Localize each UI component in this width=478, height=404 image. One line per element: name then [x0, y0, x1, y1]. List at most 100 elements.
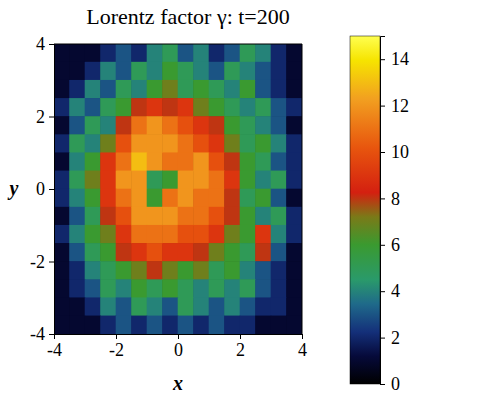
colorbar-tick: 10 [380, 142, 409, 162]
cell [54, 189, 70, 208]
y-axis-title: y [8, 177, 19, 200]
cell [54, 225, 70, 244]
cell [85, 44, 101, 62]
y-axis-line [49, 45, 55, 335]
cell [224, 171, 240, 190]
cell [271, 134, 287, 153]
cell [178, 189, 194, 208]
cell [54, 44, 70, 62]
cell [255, 316, 271, 334]
cell [162, 225, 178, 244]
cell [209, 279, 225, 298]
cell [224, 316, 240, 334]
cell [271, 80, 287, 99]
y-tick-label: 2 [36, 107, 45, 127]
cell [162, 44, 178, 62]
cell [85, 243, 101, 262]
cell [116, 152, 132, 171]
cell [100, 279, 116, 298]
cell [209, 207, 225, 226]
colorbar [350, 36, 380, 384]
colorbar-tick-label: 10 [391, 142, 409, 162]
cell [54, 98, 70, 117]
y-tick-label: 4 [36, 34, 45, 54]
colorbar-tick: 6 [380, 235, 400, 255]
cell [193, 261, 209, 280]
colorbar-tick-mark [380, 198, 385, 199]
cell [209, 316, 225, 334]
cell [100, 189, 116, 208]
cell [54, 279, 70, 298]
cell [85, 98, 101, 117]
cell [224, 189, 240, 208]
cell [240, 134, 256, 153]
cell [69, 243, 85, 262]
cell [286, 243, 302, 262]
cell [54, 116, 70, 135]
cell [54, 171, 70, 190]
y-tick: 0 [36, 179, 54, 199]
cell [286, 261, 302, 280]
cell [271, 116, 287, 135]
cell [209, 225, 225, 244]
cell [100, 80, 116, 99]
cell [116, 98, 132, 117]
cell [162, 152, 178, 171]
cell [255, 134, 271, 153]
cell [147, 261, 163, 280]
cell [224, 62, 240, 81]
cell [193, 80, 209, 99]
cell [147, 316, 163, 334]
cell [240, 225, 256, 244]
cell [162, 261, 178, 280]
cell [193, 171, 209, 190]
x-tick-label: 0 [174, 340, 183, 360]
cell [162, 80, 178, 99]
cell [85, 297, 101, 316]
cell [131, 261, 147, 280]
cell [100, 62, 116, 81]
y-axis: -4-2024 [30, 34, 55, 344]
plot-background [54, 44, 302, 334]
cell [224, 134, 240, 153]
cell [131, 44, 147, 62]
cell [85, 62, 101, 81]
cell [100, 134, 116, 153]
cell [131, 134, 147, 153]
colorbar-axis: 02468101214 [380, 37, 409, 395]
cell [271, 62, 287, 81]
cell [240, 171, 256, 190]
y-tick-mark [49, 262, 54, 263]
y-tick: 4 [36, 34, 54, 54]
cell [240, 279, 256, 298]
colorbar-tick: 0 [380, 374, 400, 394]
cell [116, 62, 132, 81]
cell [286, 171, 302, 190]
cell [224, 44, 240, 62]
cell [286, 207, 302, 226]
colorbar-tick-label: 0 [391, 374, 400, 394]
y-tick-mark [49, 334, 54, 335]
cell [162, 171, 178, 190]
cell [240, 152, 256, 171]
cell [131, 116, 147, 135]
cell [131, 98, 147, 117]
cell [286, 279, 302, 298]
cell [178, 316, 194, 334]
cell [69, 134, 85, 153]
cell [54, 62, 70, 81]
cell [178, 134, 194, 153]
cell [178, 297, 194, 316]
colorbar-tick-label: 2 [391, 328, 400, 348]
cell [286, 316, 302, 334]
cell [85, 225, 101, 244]
cell [178, 152, 194, 171]
x-tick-label: -4 [47, 340, 62, 360]
cell [116, 279, 132, 298]
cell [69, 44, 85, 62]
cell [255, 62, 271, 81]
cell [271, 243, 287, 262]
cell [85, 316, 101, 334]
colorbar-tick-mark [380, 291, 385, 292]
cell [69, 225, 85, 244]
